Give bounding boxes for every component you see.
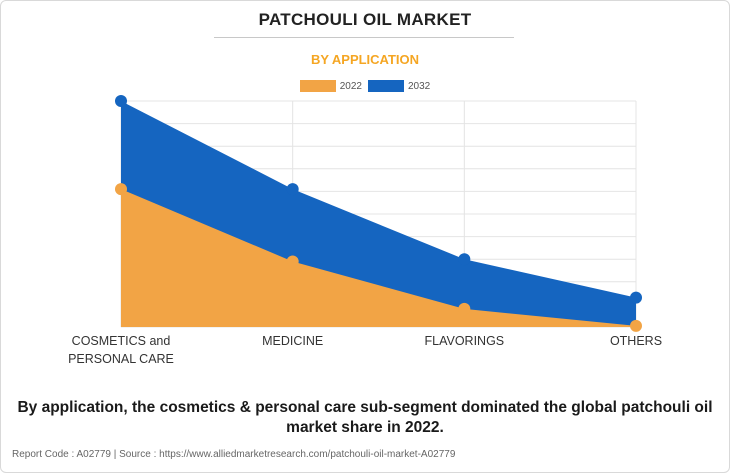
chart-subtitle: BY APPLICATION bbox=[310, 52, 420, 67]
point-2032-2 bbox=[458, 253, 471, 266]
source-link[interactable]: Source : https://www.alliedmarketresearc… bbox=[119, 449, 456, 460]
chart-caption: By application, the cosmetics & personal… bbox=[17, 399, 713, 436]
point-2032-0 bbox=[115, 95, 127, 107]
legend-label-2022: 2022 bbox=[339, 80, 362, 92]
legend-item-2022[interactable]: 2022 bbox=[299, 80, 362, 92]
point-2032-3 bbox=[630, 291, 642, 304]
legend-label-2032: 2032 bbox=[408, 80, 431, 92]
x-tick-label: FLAVORINGS bbox=[425, 334, 505, 348]
point-2032-1 bbox=[286, 183, 299, 196]
chart-title: PATCHOULI OIL MARKET bbox=[258, 10, 472, 29]
footer: Report Code : A02779 | Source : https://… bbox=[12, 449, 455, 460]
point-2022-0 bbox=[115, 183, 127, 196]
x-tick-label: OTHERS bbox=[610, 334, 662, 348]
area-chart: COSMETICS and PERSONAL CARE MEDICINE FLAVOR… bbox=[68, 95, 662, 366]
legend-swatch-2032 bbox=[368, 80, 404, 92]
x-tick-label: MEDICINE bbox=[262, 334, 323, 348]
area-2022 bbox=[121, 189, 636, 327]
legend-swatch-2022 bbox=[299, 80, 336, 92]
legend: 2022 2032 bbox=[0, 80, 730, 92]
point-2022-3 bbox=[630, 319, 642, 332]
footer-separator: | bbox=[113, 449, 117, 460]
title-divider bbox=[214, 37, 514, 38]
x-tick-label: PERSONAL CARE bbox=[68, 352, 174, 366]
point-2022-1 bbox=[286, 255, 299, 268]
report-code: Report Code : A02779 bbox=[12, 449, 111, 460]
x-tick-label: COSMETICS and bbox=[72, 334, 171, 348]
legend-item-2032[interactable]: 2032 bbox=[368, 80, 430, 92]
point-2022-2 bbox=[458, 302, 471, 315]
